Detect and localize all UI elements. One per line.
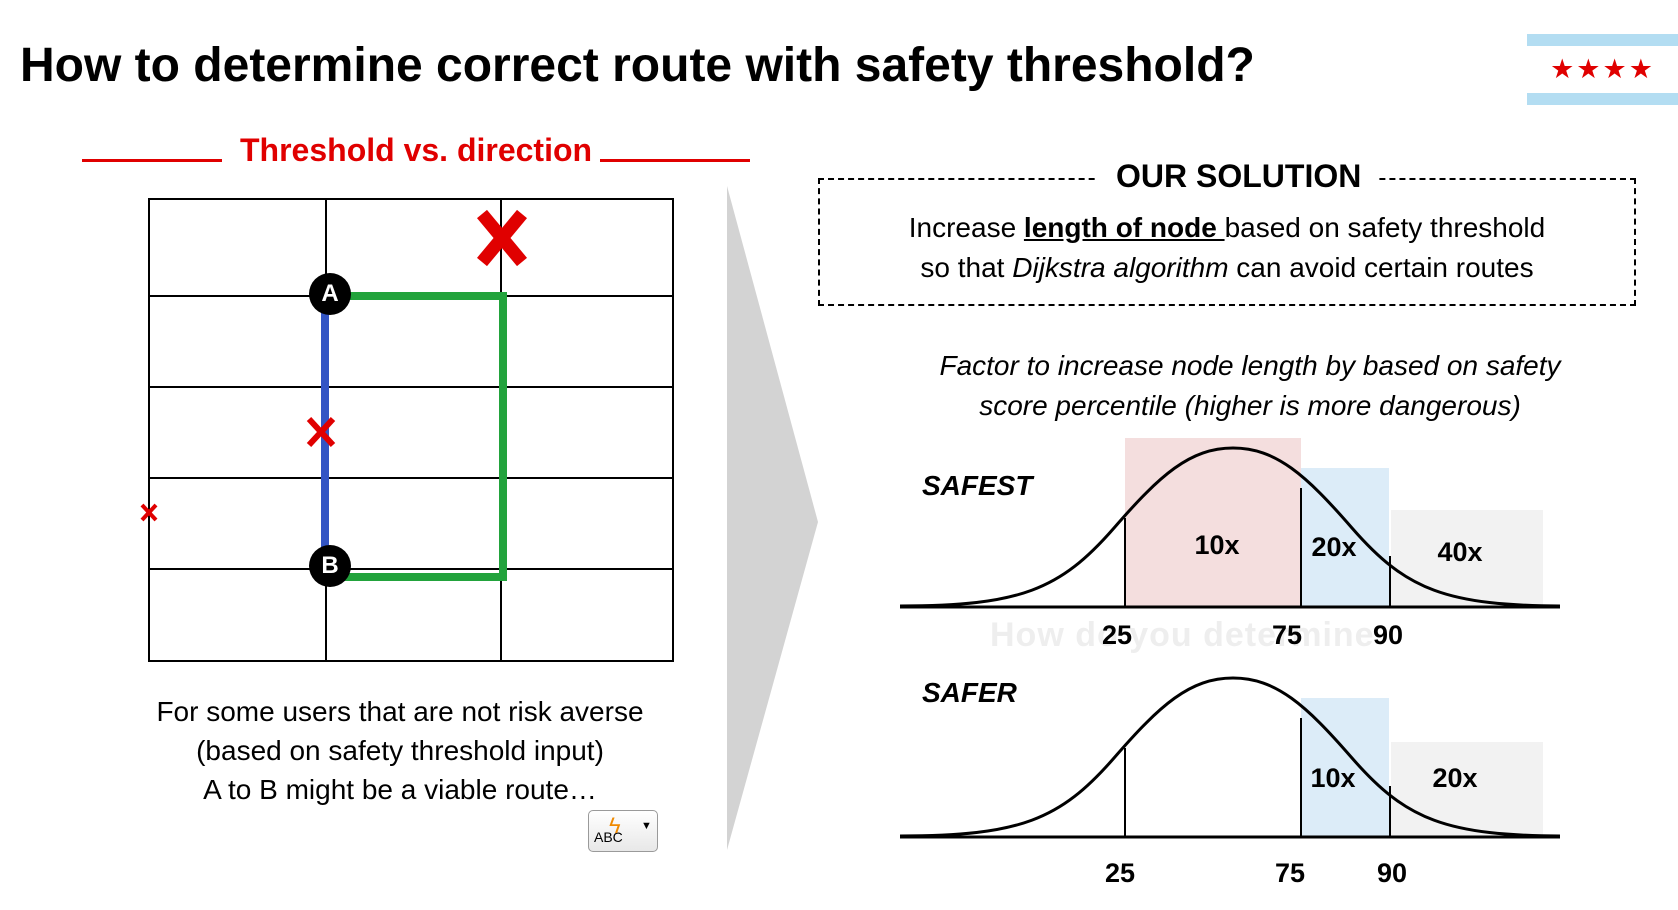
dropdown-arrow-icon: ▼ bbox=[641, 820, 652, 832]
grid-line bbox=[150, 386, 672, 388]
chevron-arrow-icon bbox=[727, 186, 818, 850]
solution-text-part: Increase bbox=[908, 212, 1024, 243]
tick-label: 90 bbox=[1372, 620, 1404, 650]
threshold-heading: Threshold vs. direction bbox=[240, 132, 593, 168]
band-10x bbox=[1125, 438, 1301, 606]
multiplier-label: 20x bbox=[1311, 532, 1357, 562]
bell-curve bbox=[900, 676, 1560, 838]
page-title: How to determine correct route with safe… bbox=[20, 39, 1255, 92]
solution-label: OUR SOLUTION bbox=[1098, 158, 1380, 195]
safest-label: SAFEST bbox=[922, 470, 1033, 501]
factor-line: score percentile (higher is more dangero… bbox=[979, 390, 1521, 421]
flag-stars: ★★★★ bbox=[1550, 54, 1655, 84]
tick-label: 75 bbox=[1271, 620, 1303, 650]
solution-emphasis: length of node bbox=[1023, 212, 1225, 243]
tick-label: 90 bbox=[1376, 858, 1408, 888]
faded-text: How do you determine bbox=[990, 616, 1375, 654]
solution-text-part: can avoid certain routes bbox=[1228, 252, 1534, 283]
heading-rule-left bbox=[82, 159, 222, 162]
safest-distribution-chart bbox=[900, 438, 1560, 609]
solution-text: Increase length of node based on safety … bbox=[820, 208, 1634, 288]
node-b: B bbox=[309, 545, 351, 587]
spellcheck-button[interactable]: ABC ϟ ▼ bbox=[588, 810, 658, 852]
bell-curve bbox=[900, 446, 1560, 608]
solution-algorithm: Dijkstra algorithm bbox=[1012, 252, 1229, 283]
grid-line bbox=[150, 477, 672, 479]
caption-line: A to B might be a viable route… bbox=[203, 774, 597, 805]
node-a: A bbox=[309, 273, 351, 315]
danger-x-icon bbox=[306, 416, 336, 448]
factor-line: Factor to increase node length by based … bbox=[939, 350, 1561, 381]
caption-line: For some users that are not risk averse bbox=[156, 696, 644, 727]
factor-description: Factor to increase node length by based … bbox=[880, 346, 1620, 426]
safer-distribution-chart bbox=[900, 676, 1560, 839]
caption-line: (based on safety threshold input) bbox=[196, 735, 604, 766]
lightning-icon: ϟ bbox=[609, 813, 621, 838]
multiplier-label: 40x bbox=[1437, 537, 1483, 567]
route-caption: For some users that are not risk averse … bbox=[120, 692, 680, 809]
chicago-flag-icon: ★★★★ bbox=[1527, 34, 1678, 105]
large-danger-x-icon bbox=[477, 209, 527, 267]
solution-text-part: based on safety threshold bbox=[1224, 212, 1546, 243]
multiplier-label: 20x bbox=[1432, 763, 1478, 793]
routes-overlay bbox=[140, 209, 527, 581]
tick-label: 75 bbox=[1274, 858, 1306, 888]
green-route bbox=[330, 292, 507, 581]
heading-rule-right bbox=[600, 159, 750, 162]
safer-label: SAFER bbox=[922, 677, 1017, 708]
grid-line bbox=[150, 568, 672, 570]
small-danger-x-icon bbox=[140, 503, 158, 522]
solution-text-part: so that bbox=[920, 252, 1013, 283]
spellcheck-label: ABC bbox=[594, 829, 623, 845]
band-20x bbox=[1391, 742, 1543, 836]
tick-label: 25 bbox=[1104, 858, 1136, 888]
multiplier-label: 10x bbox=[1194, 530, 1240, 560]
tick-label: 25 bbox=[1101, 620, 1133, 650]
band-40x bbox=[1391, 510, 1543, 606]
multiplier-label: 10x bbox=[1310, 763, 1356, 793]
